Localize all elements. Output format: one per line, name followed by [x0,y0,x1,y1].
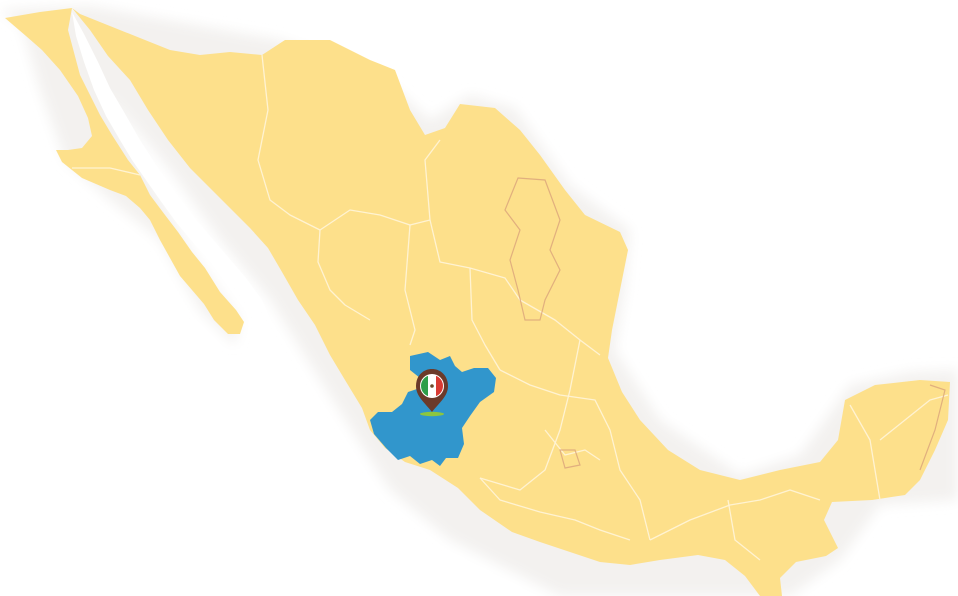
state-borders [72,54,949,561]
mexico-flag-pin-icon[interactable] [416,369,448,417]
gulf-of-california [72,12,270,318]
state-borders-highlighted [504,177,946,471]
region-mainland[interactable] [72,8,950,596]
flag-emblem-icon [430,384,434,388]
